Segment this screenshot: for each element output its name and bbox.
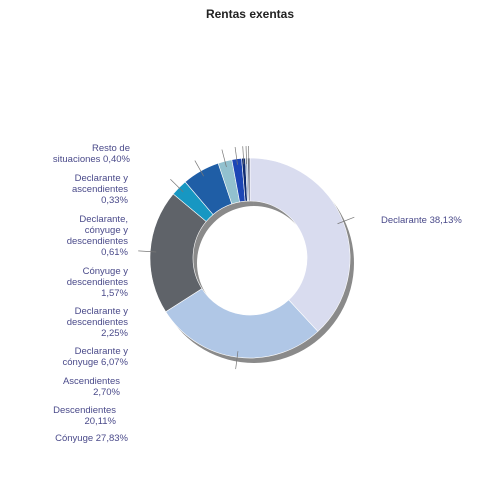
leader-line-8 <box>245 146 248 165</box>
leader-line-3 <box>170 178 184 193</box>
slice-label-conyuge-descendientes: Cónyuge y descendientes 1,57% <box>66 266 128 299</box>
leader-line-2 <box>138 250 157 253</box>
slice-label-declarante: Declarante 38,13% <box>381 215 462 226</box>
leader-line-1 <box>235 351 239 370</box>
donut-slice-0 <box>249 157 351 332</box>
slice-label-declarante-ascendientes: Declarante y ascendientes 0,33% <box>72 173 128 206</box>
leader-line-4 <box>194 160 205 177</box>
leader-line-6 <box>234 146 238 165</box>
leader-line-0 <box>337 216 355 225</box>
slice-label-conyuge: Cónyuge 27,83% <box>55 433 128 444</box>
slice-label-resto: Resto de situaciones 0,40% <box>52 143 130 165</box>
slice-label-ascendientes: Ascendientes 2,70% <box>62 376 120 398</box>
slice-label-descendientes: Descendientes 20,11% <box>53 405 116 427</box>
leader-line-5 <box>221 149 227 168</box>
slice-label-declarante-descendientes: Declarante y descendientes 2,25% <box>66 306 128 339</box>
donut-slice-1 <box>165 288 319 359</box>
slice-label-declarante-conyuge-descendientes: Declarante, cónyuge y descendientes 0,61… <box>66 214 128 258</box>
slice-label-declarante-conyuge: Declarante y cónyuge 6,07% <box>62 346 129 368</box>
donut-slice-9 <box>247 157 251 202</box>
leader-line-7 <box>242 146 245 165</box>
chart-title: Rentas exentas <box>205 7 295 21</box>
